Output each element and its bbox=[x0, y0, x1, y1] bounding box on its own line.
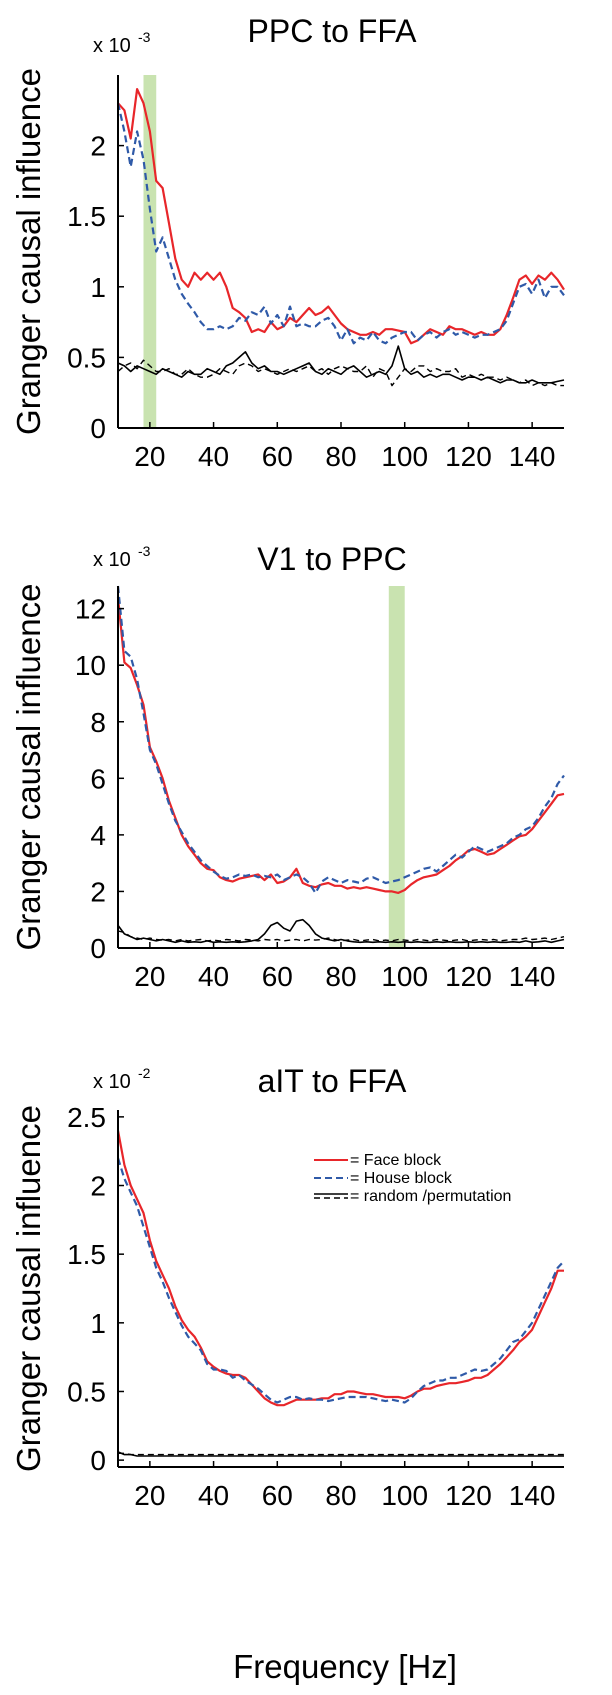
chart-panel-3: 0 0.5 1 1.5 2 2.5 20 40 60 80 100 120 140 aIT to FFA x… bbox=[10, 1063, 565, 1685]
y-tick-label: 0.5 bbox=[67, 342, 106, 373]
series-line-solid bbox=[116, 1130, 564, 1407]
y-tick-label: 8 bbox=[90, 707, 106, 738]
x-tick-label: 100 bbox=[381, 1480, 428, 1511]
y-tick-label: 2 bbox=[90, 876, 106, 907]
y-tick-label: 12 bbox=[75, 594, 106, 625]
legend-label: = Face block bbox=[350, 1152, 442, 1169]
chart-title: PPC to FFA bbox=[248, 13, 418, 49]
x-tick-label: 20 bbox=[134, 441, 165, 472]
axis-scale-label: x 10 bbox=[93, 549, 131, 571]
y-tick-label: 0 bbox=[90, 1445, 106, 1476]
y-tick-label: 1 bbox=[90, 272, 106, 303]
x-tick-label: 20 bbox=[134, 1480, 165, 1511]
x-tick-label: 120 bbox=[445, 1480, 492, 1511]
chart-title: V1 to PPC bbox=[257, 541, 406, 577]
series-line-solid-black bbox=[117, 918, 565, 944]
y-tick-label: 2 bbox=[90, 131, 106, 162]
y-tick-label: 6 bbox=[90, 763, 106, 794]
highlight-band bbox=[388, 586, 405, 948]
y-tick-label: 10 bbox=[75, 650, 106, 681]
x-tick-label: 40 bbox=[198, 961, 229, 992]
legend: = Face block= House block= random /permu… bbox=[314, 1152, 511, 1205]
legend-label: = random /permutation bbox=[350, 1188, 511, 1205]
series-line-dashed-black bbox=[118, 1452, 564, 1456]
y-axis-label: Granger causal influence bbox=[10, 1105, 47, 1472]
y-axis-label: Granger causal influence bbox=[10, 584, 47, 951]
x-tick-label: 140 bbox=[509, 441, 556, 472]
x-tick-label: 60 bbox=[262, 961, 293, 992]
x-tick-label: 80 bbox=[325, 441, 356, 472]
series-line-dashed bbox=[116, 102, 565, 345]
series-line-solid-black bbox=[117, 1451, 564, 1457]
series-line-dashed-black bbox=[117, 359, 564, 387]
x-tick-label: 140 bbox=[509, 961, 556, 992]
x-tick-label: 140 bbox=[509, 1480, 556, 1511]
x-axis-label: Frequency [Hz] bbox=[233, 1648, 457, 1685]
y-tick-label: 1.5 bbox=[67, 201, 106, 232]
series-line-dashed bbox=[116, 1157, 565, 1404]
axis-scale-label: x 10 bbox=[93, 35, 131, 57]
y-tick-label: 2 bbox=[90, 1171, 106, 1202]
y-tick-label: 0 bbox=[90, 413, 106, 444]
x-tick-label: 80 bbox=[325, 961, 356, 992]
legend-label: = House block bbox=[350, 1170, 453, 1187]
x-tick-label: 100 bbox=[381, 441, 428, 472]
axis-scale-exponent: -3 bbox=[138, 543, 151, 559]
chart-panel-2: 0 2 4 6 8 10 12 20 40 60 80 100 120 140 V1 to PPC x 10-… bbox=[10, 541, 565, 992]
x-tick-label: 80 bbox=[325, 1480, 356, 1511]
x-tick-label: 20 bbox=[134, 961, 165, 992]
series-line-solid bbox=[117, 87, 565, 345]
x-tick-label: 60 bbox=[262, 441, 293, 472]
axis-scale-exponent: -2 bbox=[138, 1065, 151, 1081]
axis-scale-label: x 10 bbox=[93, 1071, 131, 1093]
y-tick-label: 4 bbox=[90, 820, 106, 851]
chart-panel-1: 0 0.5 1 1.5 2 20 40 60 80 100 120 140 PPC to FFA x 10… bbox=[10, 13, 565, 472]
x-tick-label: 120 bbox=[445, 441, 492, 472]
chart-title: aIT to FFA bbox=[258, 1063, 407, 1099]
x-tick-label: 120 bbox=[445, 961, 492, 992]
axis-scale-exponent: -3 bbox=[138, 29, 151, 45]
y-axis-label: Granger causal influence bbox=[10, 68, 47, 435]
x-tick-label: 40 bbox=[198, 1480, 229, 1511]
x-tick-label: 40 bbox=[198, 441, 229, 472]
y-tick-label: 0 bbox=[90, 933, 106, 964]
series-line-solid-black bbox=[117, 345, 565, 384]
y-tick-label: 2.5 bbox=[67, 1102, 106, 1133]
y-tick-label: 1.5 bbox=[67, 1239, 106, 1270]
x-tick-label: 100 bbox=[381, 961, 428, 992]
y-tick-label: 1 bbox=[90, 1308, 106, 1339]
y-tick-label: 0.5 bbox=[67, 1376, 106, 1407]
series-line-dashed bbox=[116, 585, 565, 895]
series-line-solid bbox=[116, 597, 565, 895]
x-tick-label: 60 bbox=[262, 1480, 293, 1511]
